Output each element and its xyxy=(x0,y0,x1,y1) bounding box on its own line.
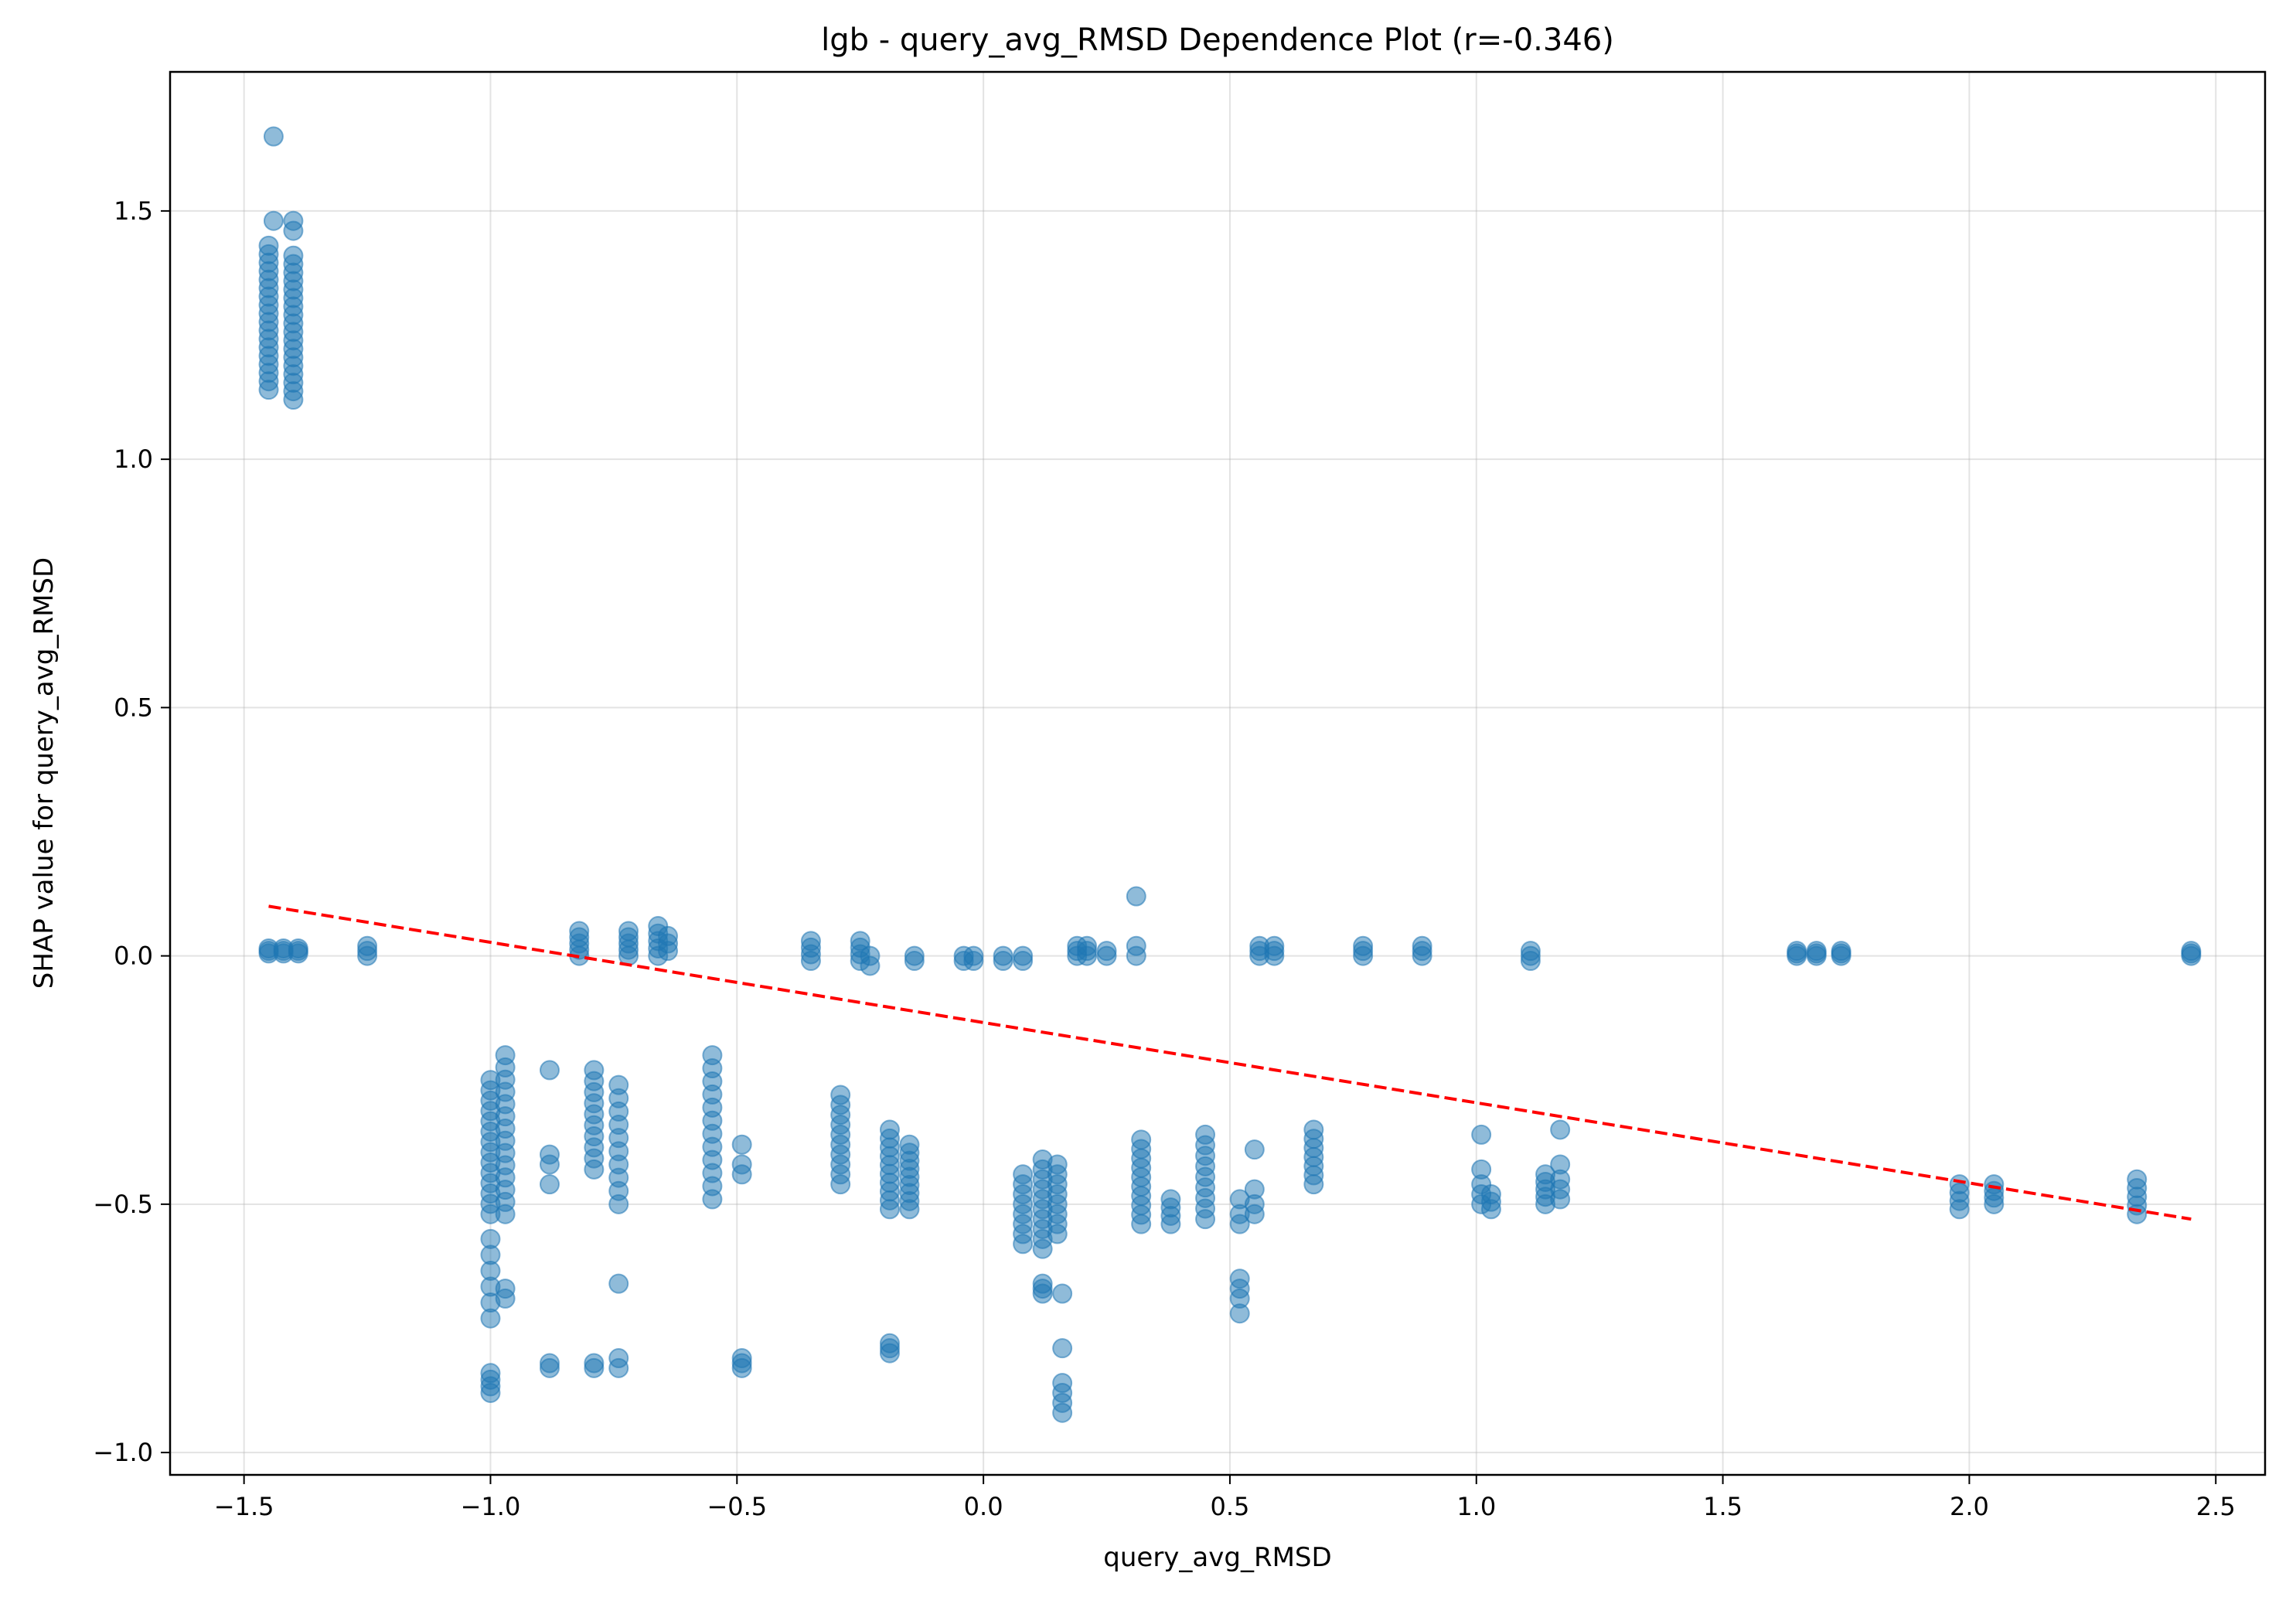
x-tick-label: 0.5 xyxy=(1210,1492,1249,1521)
y-tick-label: 1.0 xyxy=(114,444,153,474)
scatter-point xyxy=(258,235,279,256)
scatter-point xyxy=(1013,1164,1034,1185)
gridlines xyxy=(170,72,2265,1475)
scatter-point xyxy=(1787,941,1807,962)
scatter-point xyxy=(584,1060,605,1081)
scatter-point xyxy=(800,931,821,952)
y-tick-label: 0.5 xyxy=(114,693,153,722)
x-tick-label: −1.5 xyxy=(214,1492,274,1521)
y-tick-label: −1.0 xyxy=(93,1438,153,1467)
scatter-point xyxy=(288,938,308,959)
plot-frame xyxy=(169,70,2267,1476)
x-tick-label: 0.0 xyxy=(964,1492,1003,1521)
scatter-point xyxy=(1160,1189,1181,1210)
scatter-point xyxy=(860,945,881,966)
scatter-point xyxy=(731,1164,752,1185)
scatter-point xyxy=(1550,1189,1571,1210)
x-tick-label: 1.5 xyxy=(1703,1492,1742,1521)
chart-title: lgb - query_avg_RMSD Dependence Plot (r=… xyxy=(821,22,1614,58)
scatter-point xyxy=(1831,941,1851,962)
x-tick-label: −1.0 xyxy=(461,1492,521,1521)
scatter-point xyxy=(702,1045,723,1066)
scatter-points xyxy=(258,126,2202,1423)
y-tick-label: −0.5 xyxy=(93,1190,153,1219)
scatter-point xyxy=(1412,935,1432,956)
scatter-point xyxy=(1471,1124,1492,1145)
y-axis-label: SHAP value for query_avg_RMSD xyxy=(29,557,60,989)
scatter-point xyxy=(1550,1119,1571,1140)
scatter-point xyxy=(495,1288,516,1309)
scatter-point xyxy=(1229,1214,1250,1234)
scatter-point xyxy=(963,945,984,966)
scatter-point xyxy=(2181,941,2202,962)
scatter-point xyxy=(1126,886,1146,907)
scatter-point xyxy=(1052,1402,1073,1423)
scatter-point xyxy=(1264,935,1285,956)
scatter-point xyxy=(879,1333,900,1354)
scatter-point xyxy=(1195,1124,1216,1145)
y-axis-ticks: −1.0 −0.5 0.0 0.5 1.0 1.5 xyxy=(93,196,170,1467)
scatter-point xyxy=(1520,941,1541,962)
scatter-point xyxy=(283,245,304,266)
scatter-point xyxy=(357,935,378,956)
x-axis-ticks: −1.5 −1.0 −0.5 0.0 0.5 1.0 1.5 2.0 2.5 xyxy=(214,1475,2236,1521)
scatter-point xyxy=(993,945,1013,966)
scatter-point xyxy=(731,1134,752,1155)
scatter-point xyxy=(2127,1169,2148,1190)
x-tick-label: 1.0 xyxy=(1456,1492,1496,1521)
scatter-point xyxy=(1303,1119,1324,1140)
scatter-point xyxy=(830,1085,851,1105)
scatter-point xyxy=(731,1357,752,1378)
scatter-point xyxy=(1032,1273,1053,1294)
x-axis-label: query_avg_RMSD xyxy=(1103,1542,1331,1573)
scatter-point xyxy=(1096,941,1117,962)
scatter-point xyxy=(569,921,590,942)
scatter-point xyxy=(608,1273,629,1294)
y-tick-label: 0.0 xyxy=(114,942,153,971)
scatter-point xyxy=(1984,1174,2005,1195)
x-tick-label: 2.0 xyxy=(1950,1492,1989,1521)
scatter-point xyxy=(1126,945,1146,966)
scatter-point xyxy=(539,1357,560,1378)
scatter-point xyxy=(1949,1174,1970,1195)
x-tick-label: −0.5 xyxy=(707,1492,767,1521)
scatter-point xyxy=(618,921,639,942)
scatter-point xyxy=(495,1045,516,1066)
trend-line-group xyxy=(268,904,2192,1221)
scatter-point xyxy=(1131,1129,1152,1150)
scatter-point xyxy=(1052,1338,1073,1359)
scatter-point xyxy=(658,925,679,946)
scatter-point xyxy=(899,1134,920,1155)
scatter-point xyxy=(1229,1303,1250,1324)
scatter-point xyxy=(850,931,870,952)
y-tick-label: 1.5 xyxy=(114,196,153,226)
scatter-point xyxy=(480,1228,501,1249)
scatter-point xyxy=(480,1363,501,1384)
scatter-point xyxy=(1013,945,1034,966)
scatter-point xyxy=(879,1119,900,1140)
scatter-point xyxy=(539,1060,560,1081)
scatter-point xyxy=(1244,1204,1265,1224)
scatter-point xyxy=(539,1174,560,1195)
scatter-point xyxy=(263,210,284,231)
scatter-point xyxy=(1244,1139,1265,1160)
scatter-point xyxy=(263,126,284,147)
scatter-point xyxy=(584,1353,605,1374)
trend-line xyxy=(268,904,2192,1221)
scatter-point xyxy=(283,220,304,241)
scatter-point xyxy=(1806,941,1827,962)
scatter-point xyxy=(1047,1154,1068,1175)
scatter-point xyxy=(608,1074,629,1095)
x-tick-label: 2.5 xyxy=(2196,1492,2236,1521)
scatter-point xyxy=(1480,1184,1501,1204)
scatter-point xyxy=(904,945,925,966)
scatter-point xyxy=(539,1154,560,1175)
scatter-point xyxy=(608,1357,629,1378)
scatter-point xyxy=(1077,935,1098,956)
scatter-point xyxy=(1052,1283,1073,1304)
scatter-point xyxy=(1353,935,1374,956)
